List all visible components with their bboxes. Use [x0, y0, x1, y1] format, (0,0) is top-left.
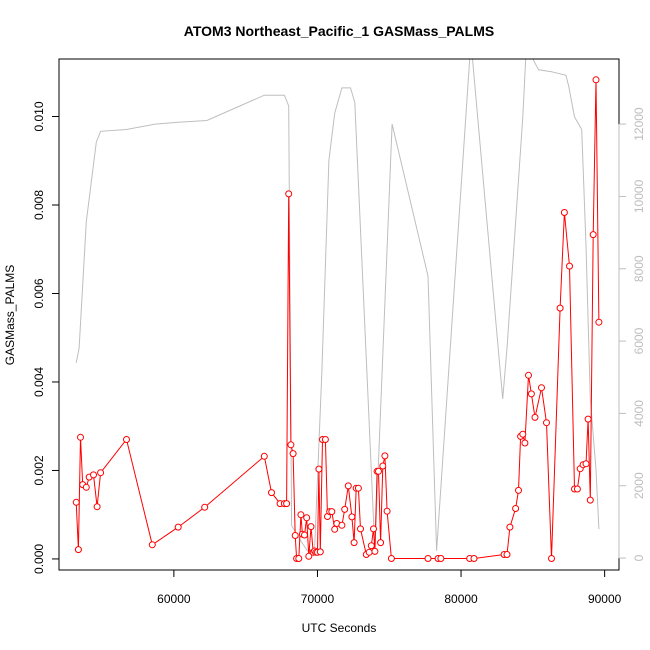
chart-title: ATOM3 Northeast_Pacific_1 GASMass_PALMS [184, 23, 494, 39]
data-point [90, 471, 97, 479]
data-point [515, 486, 522, 494]
data-point [573, 485, 581, 493]
data-point [303, 514, 311, 522]
data-point [348, 513, 356, 521]
y2-tick-label: 10000 [632, 179, 646, 213]
y-axis-label: GASMass_PALMS [3, 265, 17, 365]
data-point [287, 441, 295, 449]
data-point [97, 469, 105, 477]
data-point [367, 542, 375, 550]
y2-tick-label: 0 [632, 554, 646, 561]
data-point [291, 532, 299, 539]
data-point [543, 419, 550, 427]
data-point [301, 531, 308, 539]
data-point [527, 390, 535, 398]
x-axis-label: UTC Seconds [302, 621, 377, 635]
data-point [260, 452, 268, 460]
data-point [315, 465, 323, 473]
data-point [201, 503, 209, 511]
data-point [506, 523, 514, 531]
data-point [560, 209, 568, 216]
y2-tick-label: 4000 [632, 400, 646, 427]
data-point [381, 452, 389, 460]
data-point [72, 498, 80, 506]
data-point [285, 190, 293, 198]
data-point [383, 507, 391, 515]
data-point [582, 460, 590, 468]
data-point [538, 384, 545, 392]
y-axis: 0.000 0.002 0.004 0.006 0.008 0.010 [32, 101, 60, 574]
data-point [331, 525, 339, 533]
data-point [379, 462, 387, 470]
data-point [289, 450, 297, 458]
data-point [584, 415, 592, 423]
data-point [519, 430, 527, 438]
y-tick-label: 0.010 [32, 101, 46, 131]
data-point [589, 231, 597, 239]
data-point [566, 262, 573, 270]
data-point [365, 548, 373, 556]
y2-tick-label: 6000 [632, 327, 646, 354]
data-point [586, 496, 594, 504]
data-point [377, 539, 385, 547]
data-point [321, 436, 329, 443]
data-point [316, 548, 324, 556]
y-tick-label: 0.002 [32, 455, 46, 485]
data-point [512, 505, 520, 512]
x-tick-label: 90000 [588, 592, 622, 606]
data-point [370, 525, 377, 533]
data-point [268, 489, 275, 497]
data-point [371, 547, 379, 555]
secondary-series-line [75, 58, 600, 552]
data-point [357, 525, 364, 533]
y-tick-label: 0.000 [32, 544, 46, 574]
data-point [595, 318, 603, 326]
data-point [525, 371, 532, 379]
data-point [424, 555, 432, 562]
data-point [295, 555, 303, 562]
y-tick-label: 0.004 [32, 367, 46, 397]
x-axis: 60000 70000 80000 90000 [157, 569, 622, 606]
y-tick-label: 0.008 [32, 190, 46, 220]
y2-tick-label: 8000 [632, 255, 646, 282]
data-point [531, 413, 539, 421]
x-tick-label: 80000 [444, 592, 478, 606]
data-point [548, 555, 555, 562]
data-point [297, 511, 305, 519]
data-point [350, 539, 358, 547]
data-point [556, 304, 564, 312]
data-point [344, 482, 352, 490]
data-point [503, 551, 511, 558]
series-points [72, 76, 603, 562]
data-point [470, 555, 478, 562]
data-point [148, 541, 156, 549]
x-tick-label: 70000 [301, 592, 335, 606]
data-point [387, 555, 395, 562]
data-point [305, 552, 313, 560]
data-point [77, 433, 84, 441]
data-point [123, 436, 130, 443]
data-point [437, 555, 445, 562]
data-point [592, 76, 600, 84]
data-point [74, 546, 82, 554]
x-tick-label: 60000 [157, 592, 191, 606]
y-tick-label: 0.006 [32, 278, 46, 308]
data-point [338, 521, 346, 529]
data-point [328, 508, 336, 516]
data-point [521, 439, 529, 447]
data-point [354, 484, 362, 492]
data-point [375, 467, 382, 475]
y2-tick-label: 12000 [632, 107, 646, 141]
data-point [93, 503, 101, 511]
data-point [341, 505, 349, 513]
data-point [307, 523, 315, 531]
data-point [283, 500, 291, 508]
y2-axis: 0 2000 4000 6000 8000 10000 12000 [618, 107, 646, 561]
data-point [174, 523, 182, 531]
y2-tick-label: 2000 [632, 472, 646, 499]
data-point [82, 483, 90, 491]
